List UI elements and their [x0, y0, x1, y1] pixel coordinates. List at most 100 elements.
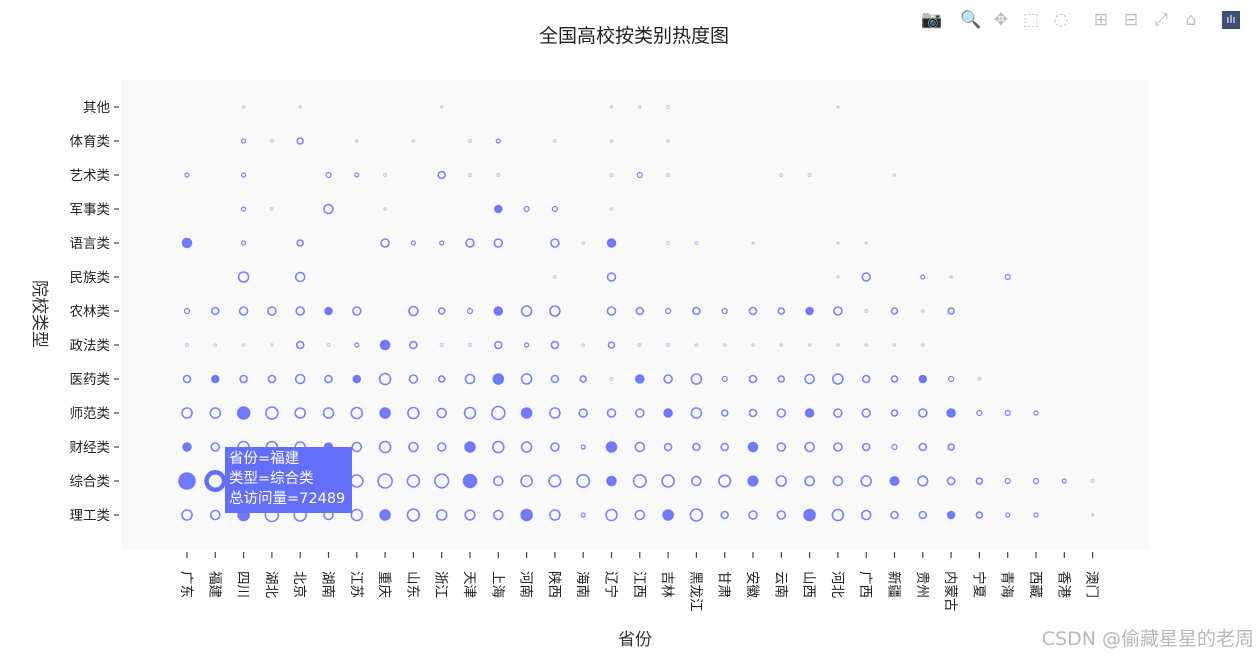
data-point[interactable] — [380, 238, 390, 248]
data-point[interactable] — [665, 240, 671, 246]
data-point[interactable] — [492, 509, 504, 521]
data-point[interactable] — [833, 442, 843, 452]
data-point[interactable] — [523, 205, 530, 213]
data-point[interactable] — [580, 512, 586, 518]
data-point[interactable] — [609, 207, 614, 211]
data-point[interactable] — [495, 138, 501, 144]
data-point[interactable] — [241, 206, 247, 212]
data-point[interactable] — [779, 172, 784, 178]
data-point[interactable] — [832, 373, 844, 385]
data-point[interactable] — [892, 173, 897, 177]
data-point[interactable] — [606, 238, 617, 248]
data-point[interactable] — [718, 474, 732, 488]
data-point[interactable] — [408, 305, 419, 317]
data-point[interactable] — [239, 374, 248, 384]
data-point[interactable] — [178, 472, 196, 490]
data-point[interactable] — [265, 406, 279, 420]
data-point[interactable] — [322, 407, 335, 419]
data-point[interactable] — [777, 375, 786, 383]
data-point[interactable] — [464, 441, 476, 453]
data-point[interactable] — [609, 172, 614, 178]
data-point[interactable] — [324, 374, 333, 384]
data-point[interactable] — [861, 272, 872, 282]
data-point[interactable] — [832, 475, 844, 487]
data-point[interactable] — [692, 306, 701, 316]
data-point[interactable] — [241, 343, 246, 347]
data-point[interactable] — [1032, 477, 1040, 485]
data-point[interactable] — [720, 510, 730, 520]
data-point[interactable] — [213, 343, 218, 347]
data-point[interactable] — [439, 342, 444, 348]
data-point[interactable] — [181, 237, 193, 249]
data-point[interactable] — [807, 172, 812, 178]
data-point[interactable] — [520, 441, 533, 453]
data-point[interactable] — [210, 442, 221, 452]
data-point[interactable] — [354, 342, 360, 348]
data-point[interactable] — [889, 475, 900, 486]
data-point[interactable] — [634, 441, 646, 453]
data-point[interactable] — [663, 374, 673, 384]
data-point[interactable] — [467, 138, 473, 144]
data-point[interactable] — [606, 408, 617, 418]
autoscale-icon[interactable]: ⤢ — [1154, 10, 1168, 30]
data-point[interactable] — [861, 442, 871, 452]
data-point[interactable] — [552, 138, 558, 144]
data-point[interactable] — [492, 475, 504, 487]
data-point[interactable] — [184, 172, 190, 178]
data-point[interactable] — [437, 170, 447, 180]
data-point[interactable] — [181, 509, 193, 521]
data-point[interactable] — [182, 374, 192, 384]
data-point[interactable] — [975, 477, 984, 485]
data-point[interactable] — [776, 510, 787, 520]
data-point[interactable] — [609, 376, 614, 382]
data-point[interactable] — [550, 238, 560, 248]
data-point[interactable] — [325, 171, 332, 179]
data-point[interactable] — [831, 508, 845, 522]
data-point[interactable] — [638, 105, 642, 109]
data-point[interactable] — [383, 207, 387, 211]
data-point[interactable] — [295, 340, 305, 350]
data-point[interactable] — [210, 509, 221, 521]
data-point[interactable] — [437, 307, 446, 315]
data-point[interactable] — [351, 306, 362, 316]
data-point[interactable] — [663, 408, 673, 418]
data-point[interactable] — [209, 407, 222, 419]
data-point[interactable] — [606, 272, 617, 282]
data-point[interactable] — [892, 343, 897, 347]
data-point[interactable] — [350, 508, 364, 522]
zoom-in-icon[interactable]: ⊞ — [1093, 10, 1109, 30]
data-point[interactable] — [946, 510, 956, 520]
data-point[interactable] — [354, 139, 359, 143]
data-point[interactable] — [464, 373, 476, 385]
data-point[interactable] — [890, 375, 899, 383]
data-point[interactable] — [296, 239, 305, 247]
data-point[interactable] — [694, 343, 699, 347]
data-point[interactable] — [976, 409, 983, 417]
data-point[interactable] — [523, 342, 530, 348]
data-point[interactable] — [408, 374, 419, 384]
data-point[interactable] — [918, 510, 928, 520]
data-point[interactable] — [267, 374, 277, 384]
data-point[interactable] — [409, 340, 418, 350]
data-point[interactable] — [776, 408, 787, 418]
data-point[interactable] — [920, 343, 925, 347]
data-point[interactable] — [436, 442, 447, 452]
data-point[interactable] — [352, 374, 362, 384]
box-select-icon[interactable]: ⬚ — [1022, 10, 1040, 30]
data-point[interactable] — [775, 475, 788, 487]
data-point[interactable] — [211, 374, 220, 384]
data-point[interactable] — [836, 241, 840, 245]
data-point[interactable] — [408, 441, 419, 453]
data-point[interactable] — [383, 172, 388, 178]
data-point[interactable] — [467, 172, 473, 178]
data-point[interactable] — [520, 508, 533, 522]
data-point[interactable] — [605, 441, 618, 453]
zoom-icon[interactable]: 🔍 — [960, 10, 982, 30]
data-point[interactable] — [464, 509, 476, 521]
data-point[interactable] — [836, 343, 840, 347]
data-point[interactable] — [661, 474, 675, 488]
data-point[interactable] — [490, 405, 506, 421]
data-point[interactable] — [720, 409, 729, 417]
data-point[interactable] — [439, 240, 445, 246]
